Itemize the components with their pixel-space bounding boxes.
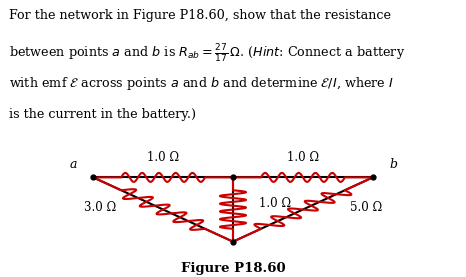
- Text: a: a: [69, 158, 77, 171]
- Text: Figure P18.60: Figure P18.60: [181, 262, 285, 275]
- Text: For the network in Figure P18.60, show that the resistance: For the network in Figure P18.60, show t…: [9, 9, 391, 22]
- Text: b: b: [389, 158, 397, 171]
- Text: between points $a$ and $b$ is $R_{ab} = \frac{27}{17}\,\Omega$. ($\mathit{Hint}$: between points $a$ and $b$ is $R_{ab} = …: [9, 42, 405, 64]
- Text: 5.0 Ω: 5.0 Ω: [350, 201, 382, 214]
- Text: 3.0 Ω: 3.0 Ω: [84, 201, 116, 214]
- Text: 1.0 Ω: 1.0 Ω: [287, 151, 319, 164]
- Text: with emf $\mathcal{E}$ across points $a$ and $b$ and determine $\mathcal{E}/I$, : with emf $\mathcal{E}$ across points $a$…: [9, 75, 394, 92]
- Text: 1.0 Ω: 1.0 Ω: [259, 197, 291, 210]
- Text: 1.0 Ω: 1.0 Ω: [147, 151, 179, 164]
- Text: is the current in the battery.): is the current in the battery.): [9, 108, 197, 121]
